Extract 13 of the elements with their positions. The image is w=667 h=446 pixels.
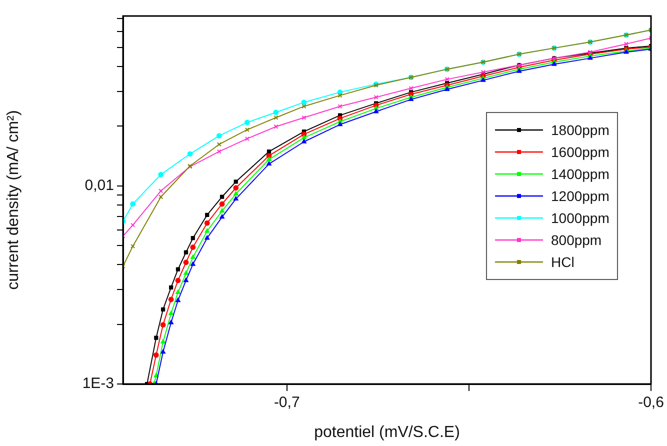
legend-label: 1200ppm <box>551 188 610 204</box>
legend-label: 1800ppm <box>551 122 610 138</box>
x-axis-title: potentiel (mV/S.C.E) <box>314 424 460 441</box>
x-tick-label: -0,7 <box>274 394 300 412</box>
y-tick-label: 0,01 <box>84 177 114 194</box>
y-axis-title: current density (mA/ cm²) <box>5 110 22 290</box>
x-tick-label: -0,6 <box>638 394 664 412</box>
legend-label: 1400ppm <box>551 166 610 182</box>
legend-label: 1000ppm <box>551 210 610 226</box>
y-tick-label: 1E-3 <box>82 375 114 392</box>
legend-label: HCl <box>551 254 574 270</box>
legend-label: 800ppm <box>551 232 602 248</box>
legend-label: 1600ppm <box>551 144 610 160</box>
